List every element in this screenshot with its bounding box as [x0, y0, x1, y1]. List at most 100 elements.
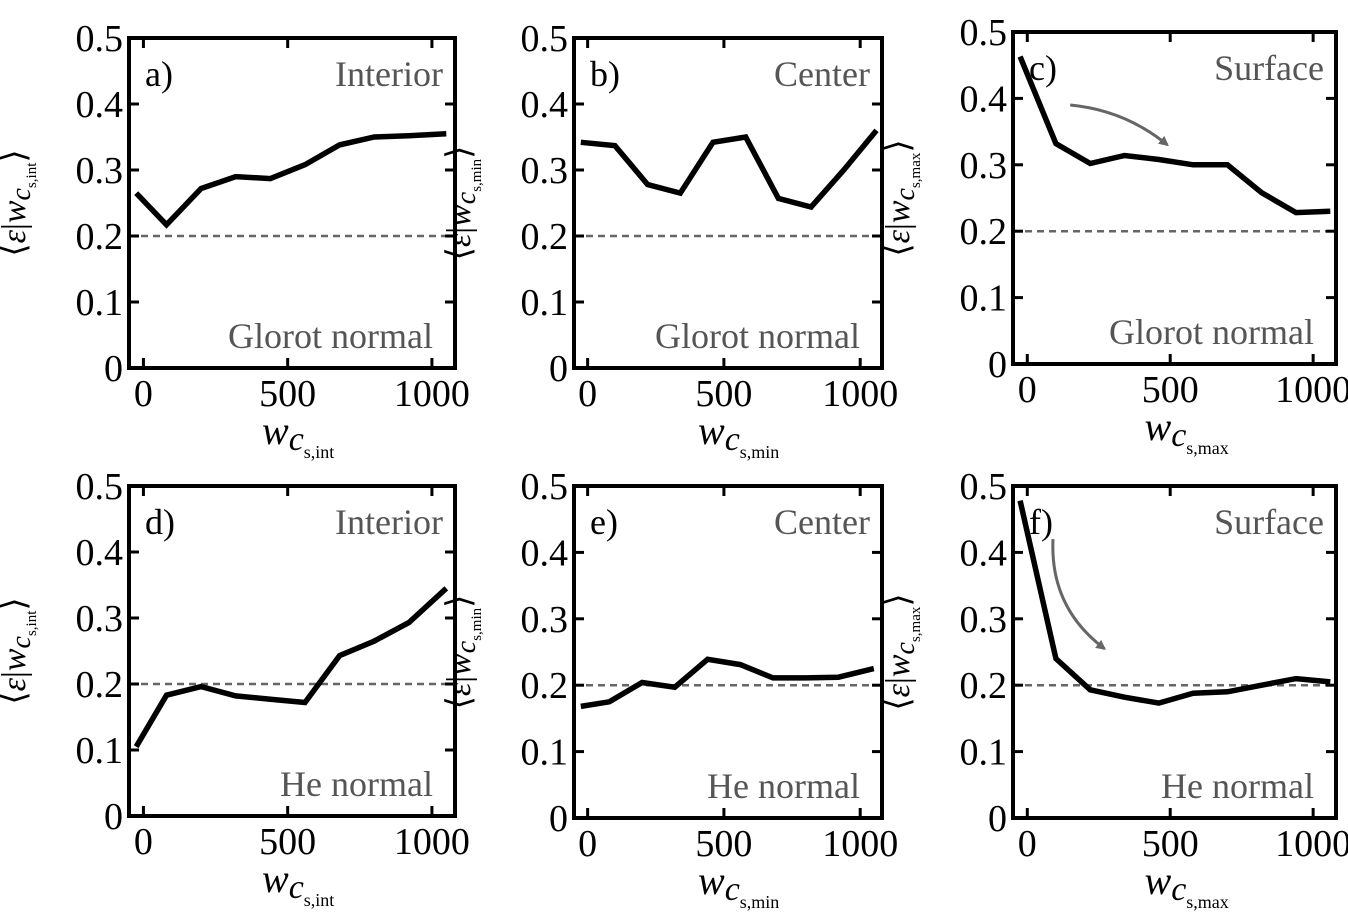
panel-title: Center	[774, 54, 870, 94]
y-tick-label: 0.1	[960, 732, 1008, 774]
panel-f: 0 0.1 0.2 0.3 0.4 0.5 0 500 1000 f) Surface He norm…	[880, 466, 1348, 912]
x-tick-label: 1000	[1275, 823, 1348, 865]
y-axis-label: ⟨ε|wcs,int⟩	[0, 597, 40, 704]
panel-letter: a)	[145, 54, 173, 94]
y-tick-label: 0.5	[521, 18, 569, 60]
y-tick-label: 0.5	[76, 466, 124, 508]
y-tick-label: 0.1	[960, 278, 1008, 320]
x-axis-label: wcs,int	[262, 408, 334, 462]
x-tick-label: 0	[1018, 823, 1037, 865]
initializer-label: He normal	[280, 764, 433, 804]
y-tick-label: 0.2	[960, 665, 1008, 707]
x-tick-label: 500	[695, 823, 752, 865]
initializer-label: Glorot normal	[655, 316, 860, 356]
panel-a: 0 0.1 0.2 0.3 0.4 0.5 0 500 1000 a) Interior Glorot…	[0, 18, 470, 462]
panel-letter: e)	[590, 502, 618, 542]
y-tick-label: 0	[104, 348, 123, 390]
panel-e: 0 0.1 0.2 0.3 0.4 0.5 0 500 1000 e) Center He norma…	[441, 466, 898, 912]
initializer-label: He normal	[707, 766, 860, 806]
series-line	[580, 128, 879, 211]
series-line	[1017, 55, 1331, 216]
y-tick-label: 0.1	[76, 282, 124, 324]
x-tick-label: 1000	[822, 373, 898, 415]
y-axis-label: ⟨ε|wcs,min⟩	[441, 146, 485, 261]
panel-letter: c)	[1029, 48, 1057, 88]
axes-frame	[572, 36, 884, 370]
y-tick-label: 0.5	[960, 12, 1008, 54]
y-tick-label: 0	[549, 798, 568, 840]
y-tick-label: 0.5	[960, 466, 1008, 508]
y-tick-label: 0.5	[76, 18, 124, 60]
y-tick-label: 0.3	[960, 145, 1008, 187]
series-line	[134, 130, 447, 229]
panel-d: 0 0.1 0.2 0.3 0.4 0.5 0 500 1000 d) Interior He nor…	[0, 466, 470, 910]
x-axis-label: wcs,max	[1145, 858, 1229, 912]
series-line	[580, 656, 875, 710]
y-tick-label: 0.3	[76, 150, 124, 192]
y-tick-label: 0	[104, 796, 123, 838]
x-axis-label: wcs,min	[698, 858, 779, 912]
y-tick-label: 0.2	[521, 665, 569, 707]
x-tick-label: 1000	[1275, 369, 1348, 411]
x-axis-label: wcs,max	[1145, 404, 1229, 458]
panel-letter: f)	[1029, 502, 1053, 542]
axes-frame	[1011, 484, 1338, 820]
y-tick-label: 0	[549, 348, 568, 390]
x-tick-label: 500	[259, 373, 316, 415]
trend-arrow	[1070, 103, 1169, 147]
x-axis-label: wcs,min	[698, 408, 779, 462]
panel-title: Interior	[335, 54, 443, 94]
y-tick-label: 0.4	[521, 84, 569, 126]
x-axis-label: wcs,int	[262, 856, 334, 910]
y-tick-label: 0.3	[521, 150, 569, 192]
y-axis-label: ⟨ε|wcs,min⟩	[441, 595, 485, 710]
y-tick-label: 0.1	[521, 732, 569, 774]
x-tick-label: 500	[1142, 823, 1199, 865]
x-tick-label: 0	[134, 821, 153, 863]
y-tick-label: 0	[988, 798, 1007, 840]
x-tick-label: 500	[1142, 369, 1199, 411]
initializer-label: Glorot normal	[228, 316, 433, 356]
trend-arrow	[1051, 539, 1107, 650]
x-tick-label: 500	[695, 373, 752, 415]
y-axis-label: ⟨ε|wcs,int⟩	[0, 149, 40, 256]
series-line	[133, 586, 449, 749]
panel-title: Surface	[1214, 48, 1324, 88]
panel-c: 0 0.1 0.2 0.3 0.4 0.5 0 500 1000 c) Surface Glorot …	[880, 12, 1348, 458]
y-tick-label: 0.4	[960, 78, 1008, 120]
axes-frame	[1011, 30, 1338, 366]
x-tick-label: 500	[259, 821, 316, 863]
axes-frame	[572, 484, 884, 820]
y-tick-label: 0.3	[960, 599, 1008, 641]
initializer-label: Glorot normal	[1109, 312, 1314, 352]
panel-letter: b)	[590, 54, 620, 94]
panel-title: Interior	[335, 502, 443, 542]
y-axis-label: ⟨ε|wcs,max⟩	[880, 139, 924, 256]
panel-b: 0 0.1 0.2 0.3 0.4 0.5 0 500 1000 b) Center Glorot n…	[441, 18, 898, 462]
y-tick-label: 0.2	[76, 216, 124, 258]
y-tick-label: 0.4	[76, 532, 124, 574]
panel-letter: d)	[145, 502, 175, 542]
series-line	[1017, 499, 1331, 706]
y-axis-label: ⟨ε|wcs,max⟩	[880, 593, 924, 710]
y-tick-label: 0.3	[521, 599, 569, 641]
x-tick-label: 0	[578, 373, 597, 415]
y-tick-label: 0.5	[521, 466, 569, 508]
y-tick-label: 0.1	[76, 730, 124, 772]
initializer-label: He normal	[1161, 766, 1314, 806]
x-tick-label: 1000	[394, 821, 470, 863]
y-tick-label: 0.1	[521, 282, 569, 324]
panel-title: Surface	[1214, 502, 1324, 542]
x-tick-label: 1000	[394, 373, 470, 415]
axes-frame	[127, 36, 457, 370]
panel-title: Center	[774, 502, 870, 542]
y-tick-label: 0.2	[76, 664, 124, 706]
y-tick-label: 0.4	[960, 532, 1008, 574]
x-tick-label: 0	[1018, 369, 1037, 411]
x-tick-label: 0	[134, 373, 153, 415]
axes-frame	[127, 484, 457, 818]
x-tick-label: 0	[578, 823, 597, 865]
y-tick-label: 0.4	[521, 532, 569, 574]
y-tick-label: 0.2	[521, 216, 569, 258]
